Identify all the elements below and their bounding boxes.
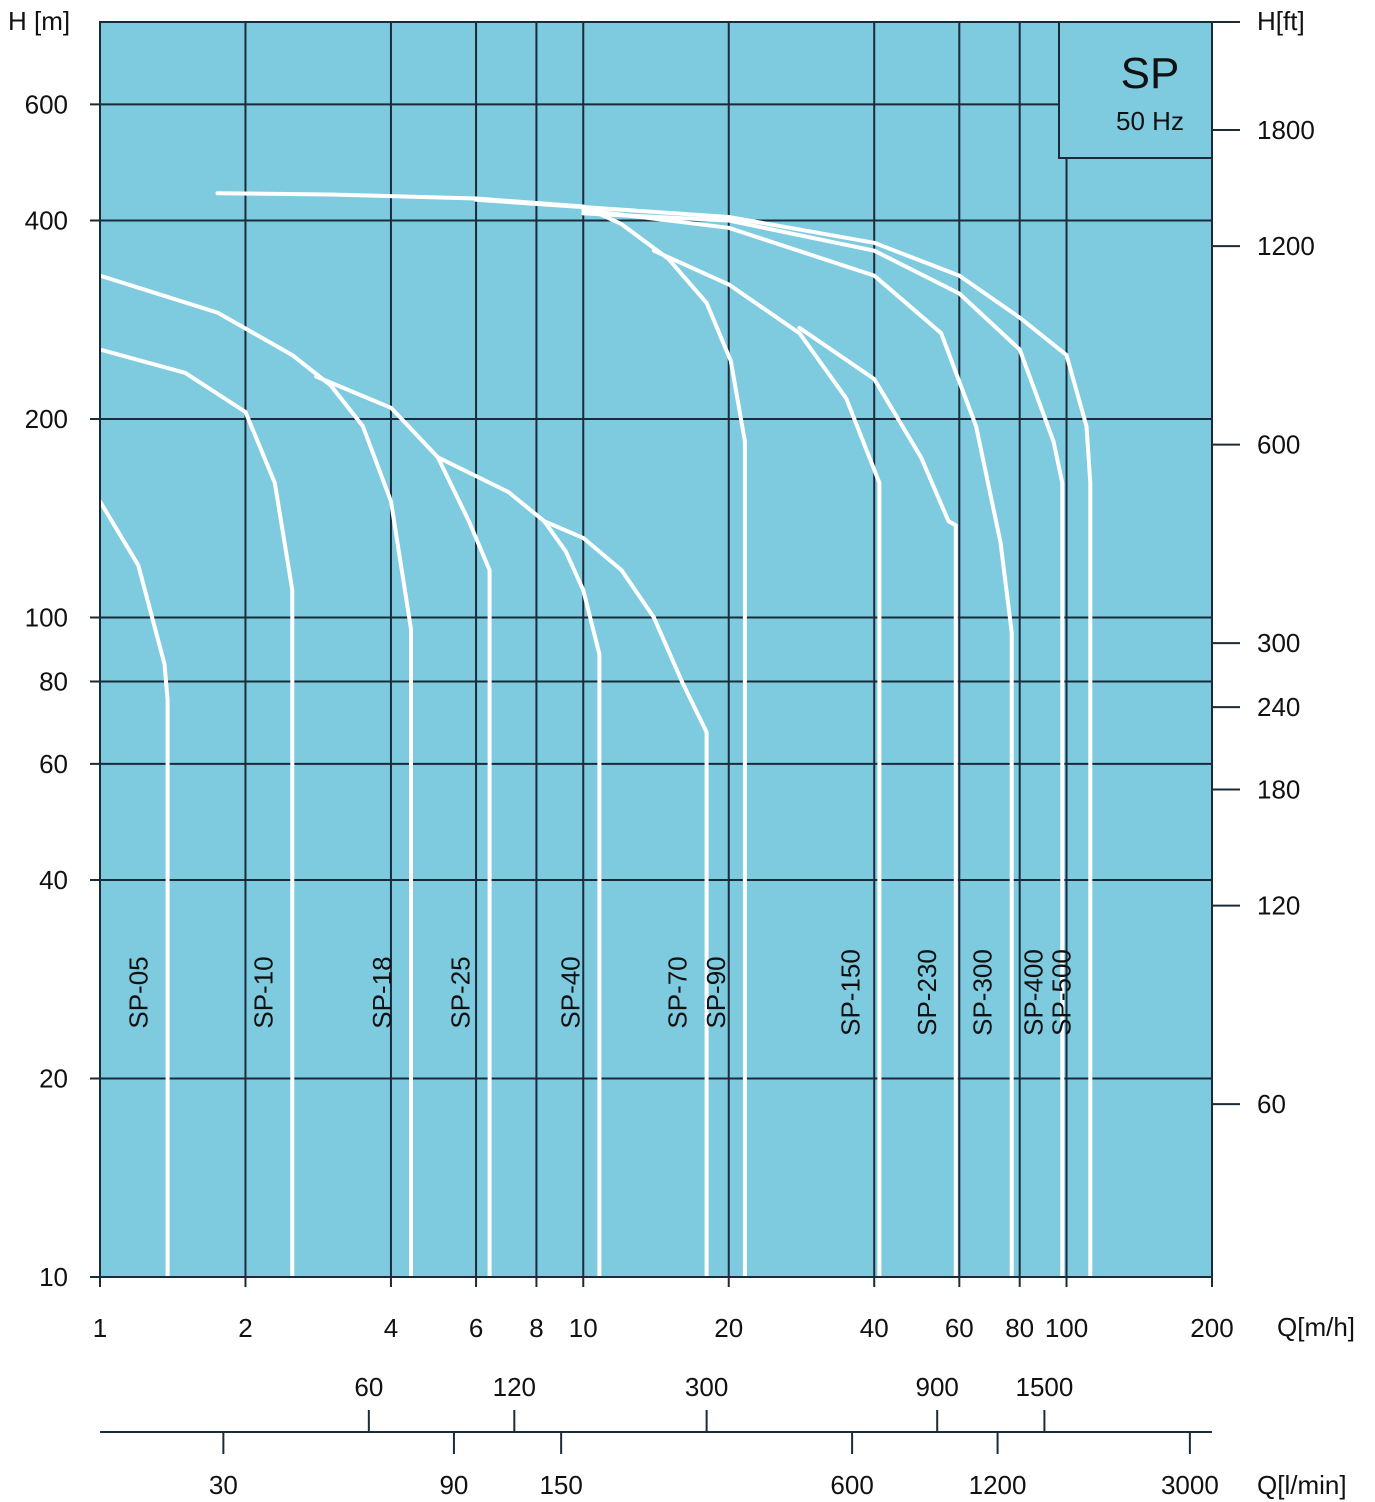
series-label-sp-230: SP-230 — [912, 949, 942, 1036]
x-tick-label: 200 — [1190, 1313, 1233, 1343]
x-tick-label: 1 — [93, 1313, 107, 1343]
x-tick-label: 100 — [1045, 1313, 1088, 1343]
lpm-tick-label-upper: 120 — [493, 1372, 536, 1402]
y-left-tick-label: 100 — [25, 603, 68, 633]
title-badge: SP 50 Hz — [1058, 21, 1213, 159]
series-label-sp-05: SP-05 — [124, 956, 154, 1028]
lpm-tick-label-upper: 900 — [916, 1372, 959, 1402]
curve-sp-300 — [581, 208, 1014, 1279]
curve-sp-05 — [98, 499, 170, 1279]
series-label-sp-500: SP-500 — [1046, 949, 1076, 1036]
x-tick-label: 40 — [860, 1313, 889, 1343]
series-label-sp-150: SP-150 — [835, 949, 865, 1036]
lpm-tick-label-upper: 300 — [685, 1372, 728, 1402]
curve-group — [98, 191, 1093, 1279]
y-right-tick-label: 300 — [1257, 628, 1300, 658]
curve-sp-18 — [98, 273, 413, 1279]
curve-sp-400 — [581, 211, 1065, 1279]
curve-sp-90 — [215, 191, 747, 1279]
label-group: SP-05 SP-10 SP-18 SP-25 SP-40 SP-70 SP-90 SP-15… — [124, 949, 1077, 1036]
chart-title: SP — [1121, 49, 1180, 98]
y-left-tick-label: 400 — [25, 206, 68, 236]
axes-group: 1 2 4 6 8 10 20 40 60 80 100 200 10 20 40 60 80 100 200 400… — [8, 6, 1355, 1500]
curve-sp-500 — [474, 197, 1093, 1279]
lpm-tick-label-lower: 1200 — [969, 1470, 1027, 1500]
y-left-tick-label: 600 — [25, 89, 68, 119]
lpm-tick-label-upper: 60 — [354, 1372, 383, 1402]
x-tick-label: 6 — [469, 1313, 483, 1343]
y-left-tick-label: 40 — [39, 865, 68, 895]
x-tick-label: 2 — [238, 1313, 252, 1343]
y-right-tick-label: 240 — [1257, 692, 1300, 722]
series-label-sp-70: SP-70 — [663, 956, 693, 1028]
y-right-tick-label: 180 — [1257, 774, 1300, 804]
series-label-sp-10: SP-10 — [248, 956, 278, 1028]
y-left-tick-label: 200 — [25, 404, 68, 434]
y-left-tick-label: 10 — [39, 1262, 68, 1292]
lpm-tick-label-lower: 150 — [539, 1470, 582, 1500]
x-tick-label: 20 — [714, 1313, 743, 1343]
x-tick-label: 8 — [529, 1313, 543, 1343]
series-label-sp-300: SP-300 — [968, 949, 998, 1036]
x-tick-label: 4 — [384, 1313, 398, 1343]
y-right-tick-label: 1200 — [1257, 231, 1315, 261]
y-right-tick-label: 1800 — [1257, 115, 1315, 145]
series-label-sp-90: SP-90 — [701, 956, 731, 1028]
series-label-sp-400: SP-400 — [1018, 949, 1048, 1036]
curve-sp-230 — [797, 325, 958, 1279]
y-right-tick-label: 120 — [1257, 891, 1300, 921]
lpm-tick-label-lower: 600 — [830, 1470, 873, 1500]
lpm-tick-label-lower: 90 — [439, 1470, 468, 1500]
series-label-sp-18: SP-18 — [367, 956, 397, 1028]
series-label-sp-40: SP-40 — [555, 956, 585, 1028]
y-right-tick-label: 600 — [1257, 430, 1300, 460]
series-label-sp-25: SP-25 — [446, 956, 476, 1028]
lpm-tick-label-lower: 30 — [209, 1470, 238, 1500]
lpm-tick-label-upper: 1500 — [1015, 1372, 1073, 1402]
chart-subtitle: 50 Hz — [1116, 106, 1184, 136]
y-left-tick-label: 20 — [39, 1063, 68, 1093]
curve-sp-10 — [98, 347, 295, 1279]
y-left-tick-label: 80 — [39, 666, 68, 696]
plot-frame — [99, 21, 1213, 1278]
plot-area — [100, 22, 1212, 1277]
y-left-axis-title: H [m] — [8, 6, 70, 36]
y-right-tick-label: 60 — [1257, 1089, 1286, 1119]
lpm-tick-label-lower: 3000 — [1161, 1470, 1219, 1500]
y-left-tick-label: 60 — [39, 749, 68, 779]
x-tick-label: 60 — [945, 1313, 974, 1343]
x-axis-title: Q[m/h] — [1277, 1312, 1355, 1342]
curve-sp-40 — [435, 455, 602, 1279]
x-tick-label: 80 — [1005, 1313, 1034, 1343]
curve-sp-25 — [314, 374, 492, 1279]
title-badge-box — [1058, 21, 1213, 159]
lpm-axis-title: Q[l/min] — [1257, 1470, 1347, 1500]
curve-sp-70 — [542, 519, 709, 1279]
grid-lines — [90, 22, 1213, 1287]
curve-sp-150 — [651, 248, 882, 1279]
y-right-axis-title: H[ft] — [1257, 6, 1305, 36]
x-tick-label: 10 — [569, 1313, 598, 1343]
